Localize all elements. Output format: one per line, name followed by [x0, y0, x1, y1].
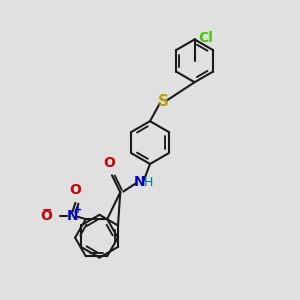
Text: S: S — [158, 94, 169, 110]
Text: H: H — [144, 176, 153, 190]
Text: −: − — [41, 203, 52, 216]
Text: N: N — [67, 209, 78, 223]
Text: N: N — [134, 175, 146, 189]
Text: O: O — [70, 183, 81, 197]
Text: Cl: Cl — [198, 31, 213, 45]
Text: O: O — [103, 156, 115, 170]
Text: O: O — [40, 209, 52, 223]
Text: +: + — [74, 205, 82, 215]
